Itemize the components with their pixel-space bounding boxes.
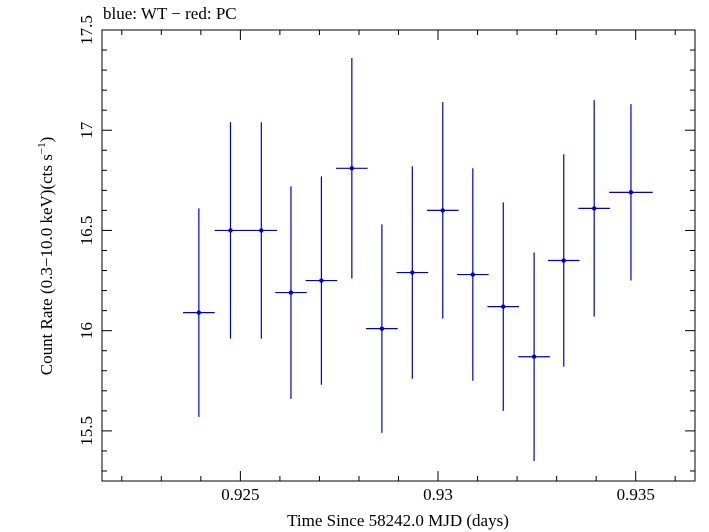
y-tick-label: 16.5 (77, 216, 96, 246)
point-marker (410, 270, 415, 275)
point-marker (440, 208, 445, 213)
point-marker (196, 310, 202, 315)
y-axis-label-main: Count Rate (0.3−10.0 keV)(cts s (37, 154, 56, 375)
data-point (487, 202, 520, 411)
point-marker (288, 290, 294, 295)
y-axis-label-superscript: −1 (36, 142, 48, 154)
x-tick-label: 0.925 (221, 485, 259, 504)
point-marker (470, 272, 476, 277)
point-marker (561, 258, 566, 263)
data-point (547, 154, 580, 367)
point-marker (591, 206, 597, 211)
point-marker (228, 228, 233, 233)
x-tick-label: 0.935 (617, 485, 655, 504)
y-axis-label: Count Rate (0.3−10.0 keV)(cts s−1) (36, 137, 56, 376)
point-marker (501, 304, 506, 309)
data-point (305, 176, 338, 385)
point-marker (349, 166, 355, 171)
data-point (366, 224, 398, 433)
y-tick-label: 16 (77, 322, 96, 339)
x-tick-label: 0.93 (423, 485, 453, 504)
point-marker (259, 228, 264, 233)
axis-ticks: 0.925 0.93 0.935 15.5 16 16.5 17 17.5 (77, 15, 695, 504)
data-point (578, 100, 611, 317)
data-point (518, 252, 550, 461)
y-axis-label-end: ) (37, 137, 56, 143)
data-point (426, 102, 459, 319)
data-point (245, 122, 278, 339)
point-marker (628, 190, 634, 195)
data-point (336, 58, 368, 279)
y-tick-label: 15.5 (77, 416, 96, 446)
data-point (183, 208, 215, 417)
y-tick-label: 17.5 (77, 15, 96, 45)
chart-title: blue: WT − red: PC (103, 4, 237, 23)
point-marker (379, 326, 385, 331)
data-layer (183, 58, 653, 461)
data-point (214, 122, 247, 339)
data-point (457, 168, 489, 381)
point-marker (531, 354, 537, 359)
data-point (396, 166, 429, 379)
point-marker (319, 278, 324, 283)
x-axis-label: Time Since 58242.0 MJD (days) (287, 511, 509, 530)
data-point (275, 186, 307, 399)
y-tick-label: 17 (77, 121, 96, 139)
plot-frame (101, 29, 696, 482)
data-point (609, 104, 653, 281)
